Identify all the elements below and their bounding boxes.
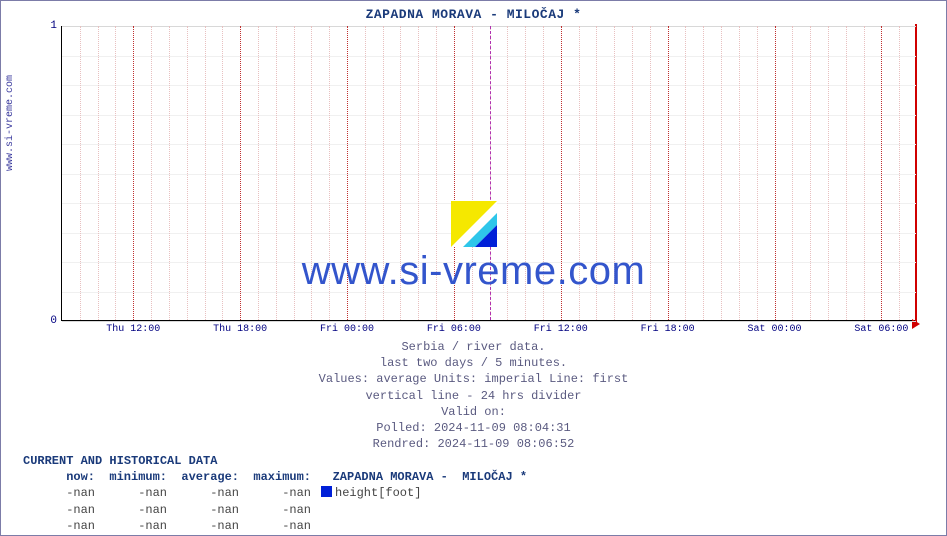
watermark-text: www.si-vreme.com	[1, 249, 946, 294]
xtick-label: Thu 12:00	[106, 324, 160, 335]
table-col-header: average:	[167, 469, 239, 485]
table-cell: -nan	[239, 502, 311, 518]
table-row: -nan-nan-nan-nan	[23, 518, 527, 534]
xtick-label: Fri 18:00	[641, 324, 695, 335]
table-row: now:minimum:average:maximum: ZAPADNA MOR…	[23, 469, 527, 485]
hgrid-major	[62, 321, 916, 322]
caption-line: Rendred: 2024-11-09 08:06:52	[1, 436, 946, 452]
table-cell: -nan	[23, 518, 95, 534]
table-row: -nan-nan-nan-nan	[23, 502, 527, 518]
xtick-label: Sat 00:00	[747, 324, 801, 335]
caption-line: Serbia / river data.	[1, 339, 946, 355]
table-cell: -nan	[239, 518, 311, 534]
table-row: -nan-nan-nan-nanheight[foot]	[23, 485, 527, 501]
table-col-header: minimum:	[95, 469, 167, 485]
chart-title: ZAPADNA MORAVA - MILOČAJ *	[1, 7, 946, 22]
caption-line: Valid on:	[1, 404, 946, 420]
table-cell: -nan	[167, 518, 239, 534]
caption-line: last two days / 5 minutes.	[1, 355, 946, 371]
xtick-label: Fri 12:00	[534, 324, 588, 335]
ytick-label: 1	[42, 20, 57, 32]
side-watermark: www.si-vreme.com	[5, 75, 16, 171]
table-col-header: maximum:	[239, 469, 311, 485]
table-cell: -nan	[167, 485, 239, 501]
table-cell: -nan	[95, 518, 167, 534]
data-table: CURRENT AND HISTORICAL DATA now:minimum:…	[23, 453, 527, 534]
station-name: ZAPADNA MORAVA - MILOČAJ *	[333, 470, 527, 484]
data-table-header: CURRENT AND HISTORICAL DATA	[23, 453, 527, 469]
caption-line: Values: average Units: imperial Line: fi…	[1, 371, 946, 387]
caption-line: vertical line - 24 hrs divider	[1, 388, 946, 404]
chart-caption: Serbia / river data.last two days / 5 mi…	[1, 339, 946, 452]
xtick-label: Fri 00:00	[320, 324, 374, 335]
xtick-label: Fri 06:00	[427, 324, 481, 335]
legend-label: height[foot]	[335, 486, 421, 500]
table-cell: -nan	[167, 502, 239, 518]
table-cell: -nan	[23, 502, 95, 518]
table-col-header: now:	[23, 469, 95, 485]
table-cell: -nan	[95, 502, 167, 518]
table-cell: -nan	[23, 485, 95, 501]
chart-container: www.si-vreme.com ZAPADNA MORAVA - MILOČA…	[0, 0, 947, 536]
xtick-label: Thu 18:00	[213, 324, 267, 335]
table-cell: -nan	[95, 485, 167, 501]
caption-line: Polled: 2024-11-09 08:04:31	[1, 420, 946, 436]
xtick-label: Sat 06:00	[854, 324, 908, 335]
watermark-logo	[451, 201, 497, 247]
ytick-label: 0	[42, 315, 57, 327]
legend-swatch	[321, 486, 332, 497]
table-cell: -nan	[239, 485, 311, 501]
